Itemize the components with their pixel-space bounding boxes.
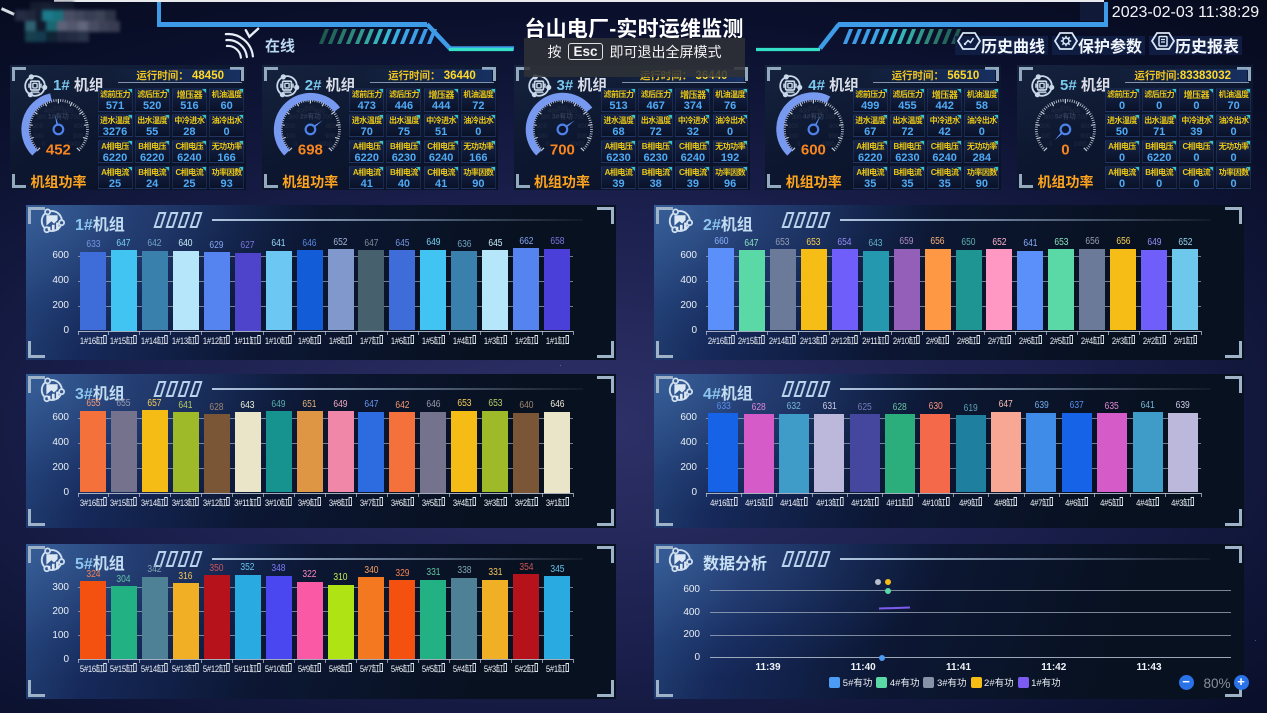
svg-text:600: 600 [315, 109, 326, 115]
svg-text:200: 200 [1040, 124, 1051, 130]
svg-text:200: 200 [285, 124, 296, 130]
svg-text:600: 600 [801, 141, 826, 158]
svg-text:500: 500 [557, 107, 568, 113]
svg-text:100: 100 [285, 134, 296, 140]
svg-text:100: 100 [537, 134, 548, 140]
svg-text:1000: 1000 [318, 142, 332, 148]
svg-text:600: 600 [63, 109, 74, 115]
svg-text:3#有功: 3#有功 [551, 111, 572, 120]
svg-text:200: 200 [33, 124, 44, 130]
svg-text:300: 300 [288, 115, 299, 121]
svg-text:100: 100 [34, 134, 45, 140]
svg-text:500: 500 [305, 107, 316, 113]
svg-text:1000: 1000 [66, 142, 80, 148]
svg-text:400: 400 [296, 109, 307, 115]
svg-text:100: 100 [1041, 134, 1052, 140]
svg-text:500: 500 [1060, 107, 1071, 113]
svg-text:200: 200 [788, 124, 799, 130]
svg-text:2#有功: 2#有功 [300, 111, 321, 120]
svg-text:500: 500 [53, 107, 64, 113]
svg-text:300: 300 [540, 115, 551, 121]
svg-text:0: 0 [294, 142, 298, 148]
svg-text:0: 0 [797, 142, 801, 148]
svg-text:900: 900 [1080, 134, 1091, 140]
svg-text:400: 400 [44, 109, 55, 115]
svg-text:800: 800 [326, 124, 337, 130]
svg-text:600: 600 [566, 109, 577, 115]
svg-text:100: 100 [789, 134, 800, 140]
svg-text:200: 200 [536, 124, 547, 130]
svg-text:900: 900 [828, 134, 839, 140]
svg-text:0: 0 [42, 142, 46, 148]
svg-text:700: 700 [70, 115, 81, 121]
svg-text:4#有功: 4#有功 [803, 111, 824, 120]
svg-text:700: 700 [825, 115, 836, 121]
svg-text:1000: 1000 [570, 142, 584, 148]
svg-text:600: 600 [818, 109, 829, 115]
svg-text:800: 800 [577, 124, 588, 130]
svg-text:0: 0 [546, 142, 550, 148]
svg-text:300: 300 [1044, 115, 1055, 121]
svg-text:0: 0 [1049, 142, 1053, 148]
svg-text:800: 800 [1081, 124, 1092, 130]
svg-text:400: 400 [799, 109, 810, 115]
svg-text:800: 800 [74, 124, 85, 130]
svg-text:800: 800 [829, 124, 840, 130]
svg-text:300: 300 [37, 115, 48, 121]
svg-text:700: 700 [1077, 115, 1088, 121]
svg-text:700: 700 [322, 115, 333, 121]
svg-text:1#有功: 1#有功 [48, 111, 69, 120]
svg-text:600: 600 [1070, 109, 1081, 115]
svg-text:1000: 1000 [1073, 142, 1087, 148]
svg-text:900: 900 [577, 134, 588, 140]
svg-text:700: 700 [549, 141, 574, 158]
svg-text:500: 500 [809, 107, 820, 113]
svg-text:452: 452 [46, 141, 71, 158]
svg-text:400: 400 [547, 109, 558, 115]
svg-text:5#有功: 5#有功 [1055, 111, 1076, 120]
svg-text:698: 698 [298, 141, 323, 158]
svg-text:0: 0 [1061, 141, 1069, 158]
svg-text:900: 900 [73, 134, 84, 140]
svg-text:900: 900 [325, 134, 336, 140]
svg-text:1000: 1000 [822, 142, 836, 148]
svg-text:700: 700 [574, 115, 585, 121]
svg-text:300: 300 [792, 115, 803, 121]
svg-text:400: 400 [1051, 109, 1062, 115]
